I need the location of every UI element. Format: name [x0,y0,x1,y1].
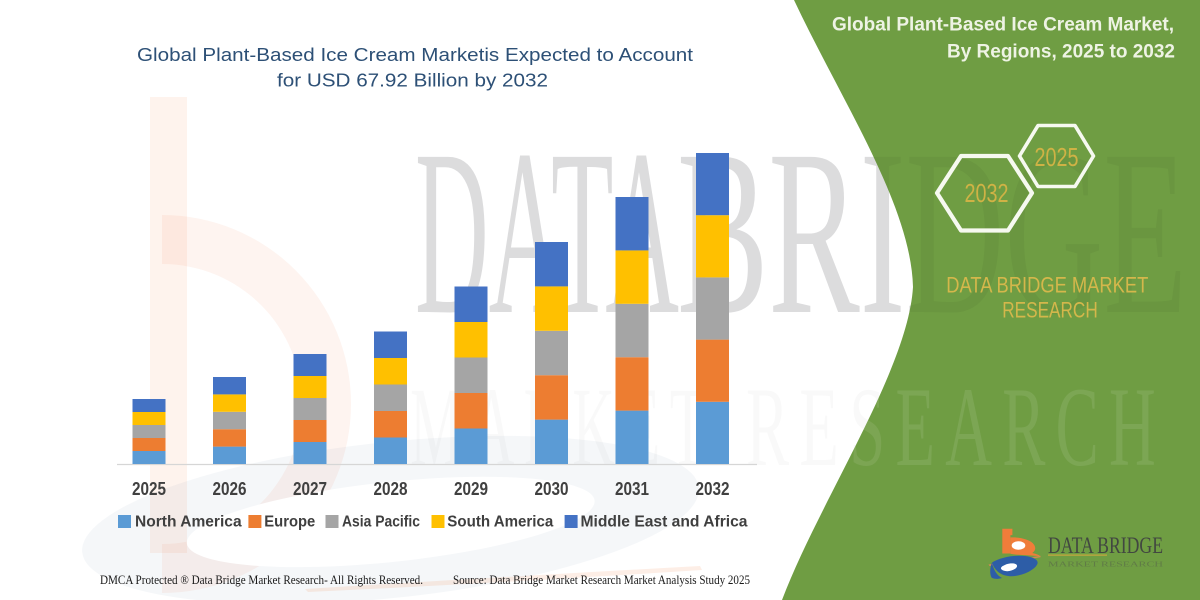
svg-text:DATA BRIDGE: DATA BRIDGE [1048,533,1163,558]
svg-text:Global Plant-Based Ice Cream M: Global Plant-Based Ice Cream Marketis Ex… [137,44,693,65]
svg-text:for USD 67.92 Billion by 2032: for USD 67.92 Billion by 2032 [277,70,548,91]
svg-text:DMCA Protected ® Data Bridge M: DMCA Protected ® Data Bridge Market Rese… [100,573,423,587]
svg-text:2026: 2026 [213,479,247,499]
svg-text:Global Plant-Based Ice Cream M: Global Plant-Based Ice Cream Market, [832,14,1174,36]
svg-text:2027: 2027 [293,479,327,499]
svg-text:Europe: Europe [264,514,315,531]
svg-text:2032: 2032 [696,479,730,499]
svg-text:RESEARCH: RESEARCH [1002,298,1098,323]
svg-text:2025: 2025 [132,479,166,499]
svg-text:Source: Data Bridge Market Res: Source: Data Bridge Market Research Mark… [453,573,750,587]
svg-text:2028: 2028 [374,479,408,499]
svg-text:2029: 2029 [454,479,488,499]
svg-text:2032: 2032 [965,178,1009,208]
svg-text:2030: 2030 [535,479,569,499]
svg-text:South America: South America [447,514,553,531]
svg-text:Asia Pacific: Asia Pacific [342,514,420,531]
svg-text:By Regions, 2025 to 2032: By Regions, 2025 to 2032 [947,41,1175,63]
svg-text:North America: North America [135,514,242,531]
svg-text:Middle East and Africa: Middle East and Africa [581,514,748,531]
svg-text:2031: 2031 [615,479,649,499]
svg-text:2025: 2025 [1035,142,1079,172]
svg-text:MARKET RESEARCH: MARKET RESEARCH [1048,561,1163,569]
svg-text:DATA BRIDGE MARKET: DATA BRIDGE MARKET [946,273,1148,298]
